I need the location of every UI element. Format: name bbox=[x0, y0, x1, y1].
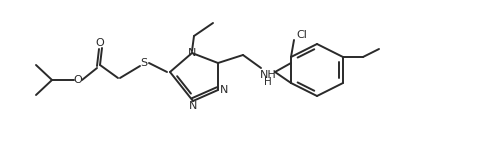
Text: S: S bbox=[140, 58, 148, 68]
Text: NH: NH bbox=[260, 70, 276, 80]
Text: N: N bbox=[188, 48, 196, 58]
Text: N: N bbox=[220, 85, 228, 95]
Text: O: O bbox=[74, 75, 82, 85]
Text: H: H bbox=[264, 77, 272, 87]
Text: O: O bbox=[96, 38, 105, 48]
Text: N: N bbox=[189, 101, 197, 111]
Text: Cl: Cl bbox=[296, 30, 307, 40]
